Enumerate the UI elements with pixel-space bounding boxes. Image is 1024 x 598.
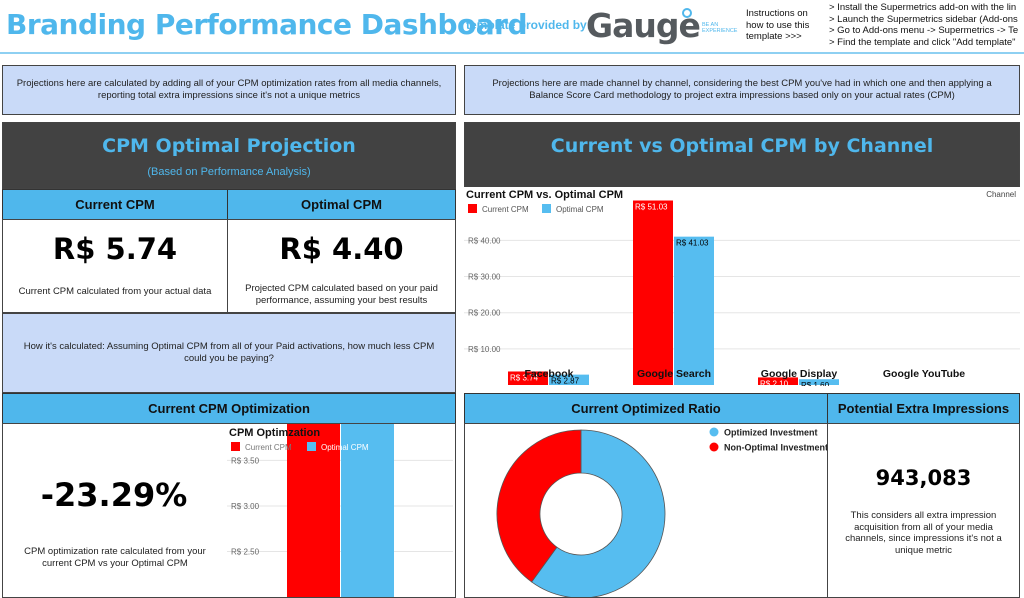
bar [633, 200, 673, 385]
current-cpm-value: R$ 5.74 [52, 232, 178, 266]
section-subtitle: (Based on Performance Analysis) [147, 166, 311, 178]
right-projection-note: Projections here are made channel by cha… [464, 65, 1020, 115]
legend-label: Optimal CPM [321, 443, 369, 452]
chart-title: CPM Optimzation [229, 427, 320, 439]
extra-impressions-caption: This considers all extra impression acqu… [845, 510, 1002, 556]
channel-section-title: Current vs Optimal CPM by Channel [550, 135, 934, 157]
legend-dot [709, 427, 719, 437]
category-label: Google Search [637, 368, 711, 380]
channel-cpm-chart: R$ 10.00 R$ 20.00 R$ 30.00 R$ 40.00 Current … [464, 187, 1020, 386]
legend-swatch [307, 442, 316, 451]
category-label: Facebook [524, 368, 573, 380]
setup-steps: > Install the Supermetrics add-on with t… [829, 2, 1019, 48]
optimization-caption: CPM optimization rate calculated from yo… [24, 546, 206, 569]
data-label: R$ 51.03 [635, 203, 668, 212]
legend-swatch [231, 442, 240, 451]
legend-dot [709, 442, 719, 452]
logo-ring-icon [682, 8, 692, 18]
y-tick-label: R$ 3.00 [231, 502, 260, 511]
optimal-cpm-caption: Projected CPM calculated based on your p… [245, 283, 438, 306]
y-tick-label: R$ 30.00 [468, 273, 501, 282]
data-label: R$ 3.74 [510, 373, 539, 382]
optimization-value: -23.29% [40, 476, 188, 514]
optimized-ratio-card: Optimized Investment Non-Optimal Investme… [464, 423, 828, 598]
bar [799, 379, 839, 385]
gauge-logo[interactable]: Gauge [586, 6, 701, 45]
optimal-cpm-value: R$ 4.40 [279, 232, 404, 266]
legend-label: Current CPM [245, 443, 292, 452]
cpm-optimal-projection-panel: CPM Optimal Projection (Based on Perform… [2, 122, 456, 189]
cpm-optimization-header: Current CPM Optimization [2, 393, 456, 424]
instructions-link[interactable]: Instructions on how to use this template… [746, 8, 810, 42]
section-title: CPM Optimal Projection [102, 135, 356, 157]
extra-impressions-header: Potential Extra Impressions [827, 393, 1020, 424]
optimal-cpm-card: R$ 4.40 Projected CPM calculated based o… [227, 219, 456, 313]
data-label: R$ 1.60 [801, 381, 830, 386]
bar [758, 377, 798, 385]
bar [508, 371, 548, 385]
legend-label: Optimal CPM [556, 205, 604, 214]
chart-background [464, 187, 1020, 386]
channel-panel: Current vs Optimal CPM by Channel [464, 122, 1020, 189]
optimized-ratio-donut: Optimized Investment Non-Optimal Investme… [496, 427, 827, 597]
legend-swatch [468, 204, 477, 213]
legend-label: Optimized Investment [724, 428, 818, 438]
data-label: R$ 2.87 [551, 377, 580, 386]
bar [341, 424, 394, 597]
template-by-label: template provided by: [466, 18, 591, 32]
data-label: R$ 2.10 [760, 379, 789, 386]
bar [549, 374, 589, 385]
data-label: R$ 41.03 [676, 239, 709, 248]
donut-slice [531, 429, 666, 597]
y-tick-label: R$ 10.00 [468, 345, 501, 354]
y-tick-label: R$ 20.00 [468, 309, 501, 318]
dimension-label: Channel [986, 190, 1016, 199]
current-cpm-card: R$ 5.74 Current CPM calculated from your… [2, 219, 228, 313]
extra-impressions-card: 943,083 This considers all extra impress… [827, 423, 1020, 598]
optimized-ratio-header: Current Optimized Ratio [464, 393, 828, 424]
header-divider [0, 52, 1024, 54]
cpm-optimization-chart: R$ 2.50 R$ 3.00 R$ 3.50 CPM Optimzation Curr… [227, 424, 453, 597]
logo-tagline: BE AN EXPERIENCE [702, 22, 738, 34]
category-label: Google YouTube [883, 368, 965, 380]
bar [287, 424, 340, 597]
category-label: Google Display [761, 368, 838, 380]
current-cpm-caption: Current CPM calculated from your actual … [18, 286, 212, 297]
left-projection-note: Projections here are calculated by addin… [2, 65, 456, 115]
y-tick-label: R$ 2.50 [231, 547, 260, 556]
y-tick-label: R$ 40.00 [468, 236, 501, 245]
extra-impressions-value: 943,083 [875, 466, 972, 490]
cpm-optimization-card: -23.29% CPM optimization rate calculated… [2, 423, 456, 598]
chart-title: Current CPM vs. Optimal CPM [466, 189, 623, 201]
how-calculated-note: How it's calculated: Assuming Optimal CP… [2, 313, 456, 393]
bar [674, 236, 714, 385]
legend-label: Current CPM [482, 205, 529, 214]
optimal-cpm-header: Optimal CPM [227, 189, 456, 220]
donut-slice [496, 429, 582, 583]
legend-label: Non-Optimal Investment [724, 443, 827, 453]
current-cpm-header: Current CPM [2, 189, 228, 220]
dashboard-title: Branding Performance Dashboard [6, 8, 528, 41]
y-tick-label: R$ 3.50 [231, 456, 260, 465]
legend-swatch [542, 204, 551, 213]
